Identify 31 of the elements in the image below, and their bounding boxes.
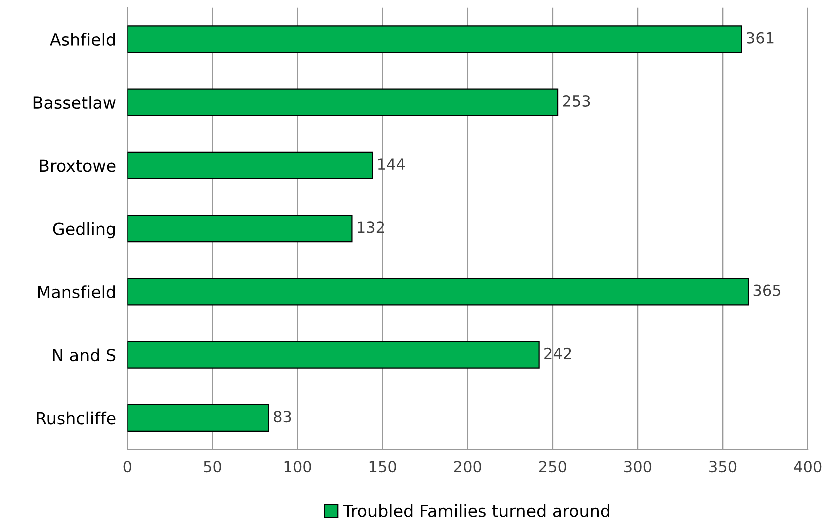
data-label: 253 (563, 95, 590, 108)
legend-label: Troubled Families turned around (343, 504, 610, 518)
bar (128, 152, 374, 180)
y-tick-label: Gedling (53, 222, 116, 239)
bar (128, 88, 559, 116)
x-tick-label: 400 (794, 461, 822, 473)
y-tick-label: Rushcliffe (37, 412, 116, 425)
y-tick-label: Bassetlaw (34, 96, 116, 110)
data-label: 144 (378, 158, 406, 170)
data-label: 361 (747, 32, 774, 44)
y-tick-label: Mansfield (38, 286, 116, 298)
x-tick-label: 150 (370, 461, 396, 473)
x-tick-label: 200 (454, 461, 482, 473)
data-label: 365 (754, 284, 781, 296)
bar (128, 215, 353, 243)
y-tick-label: Broxtowe (40, 160, 116, 172)
x-tick-label: 350 (710, 461, 737, 473)
x-tick-label: 300 (624, 461, 652, 473)
data-label: 132 (358, 222, 384, 234)
y-tick-label: Ashfield (50, 33, 116, 46)
x-tick-label: 50 (204, 461, 222, 473)
y-tick-label: N and S (53, 348, 116, 362)
x-tick-label: 0 (124, 461, 132, 473)
data-label: 242 (544, 348, 572, 360)
bar (128, 341, 540, 369)
bar (128, 278, 750, 306)
bar (128, 26, 742, 54)
data-label: 83 (274, 411, 292, 423)
bar (128, 404, 270, 432)
x-tick-label: 100 (284, 461, 312, 473)
x-tick-label: 250 (539, 461, 566, 473)
